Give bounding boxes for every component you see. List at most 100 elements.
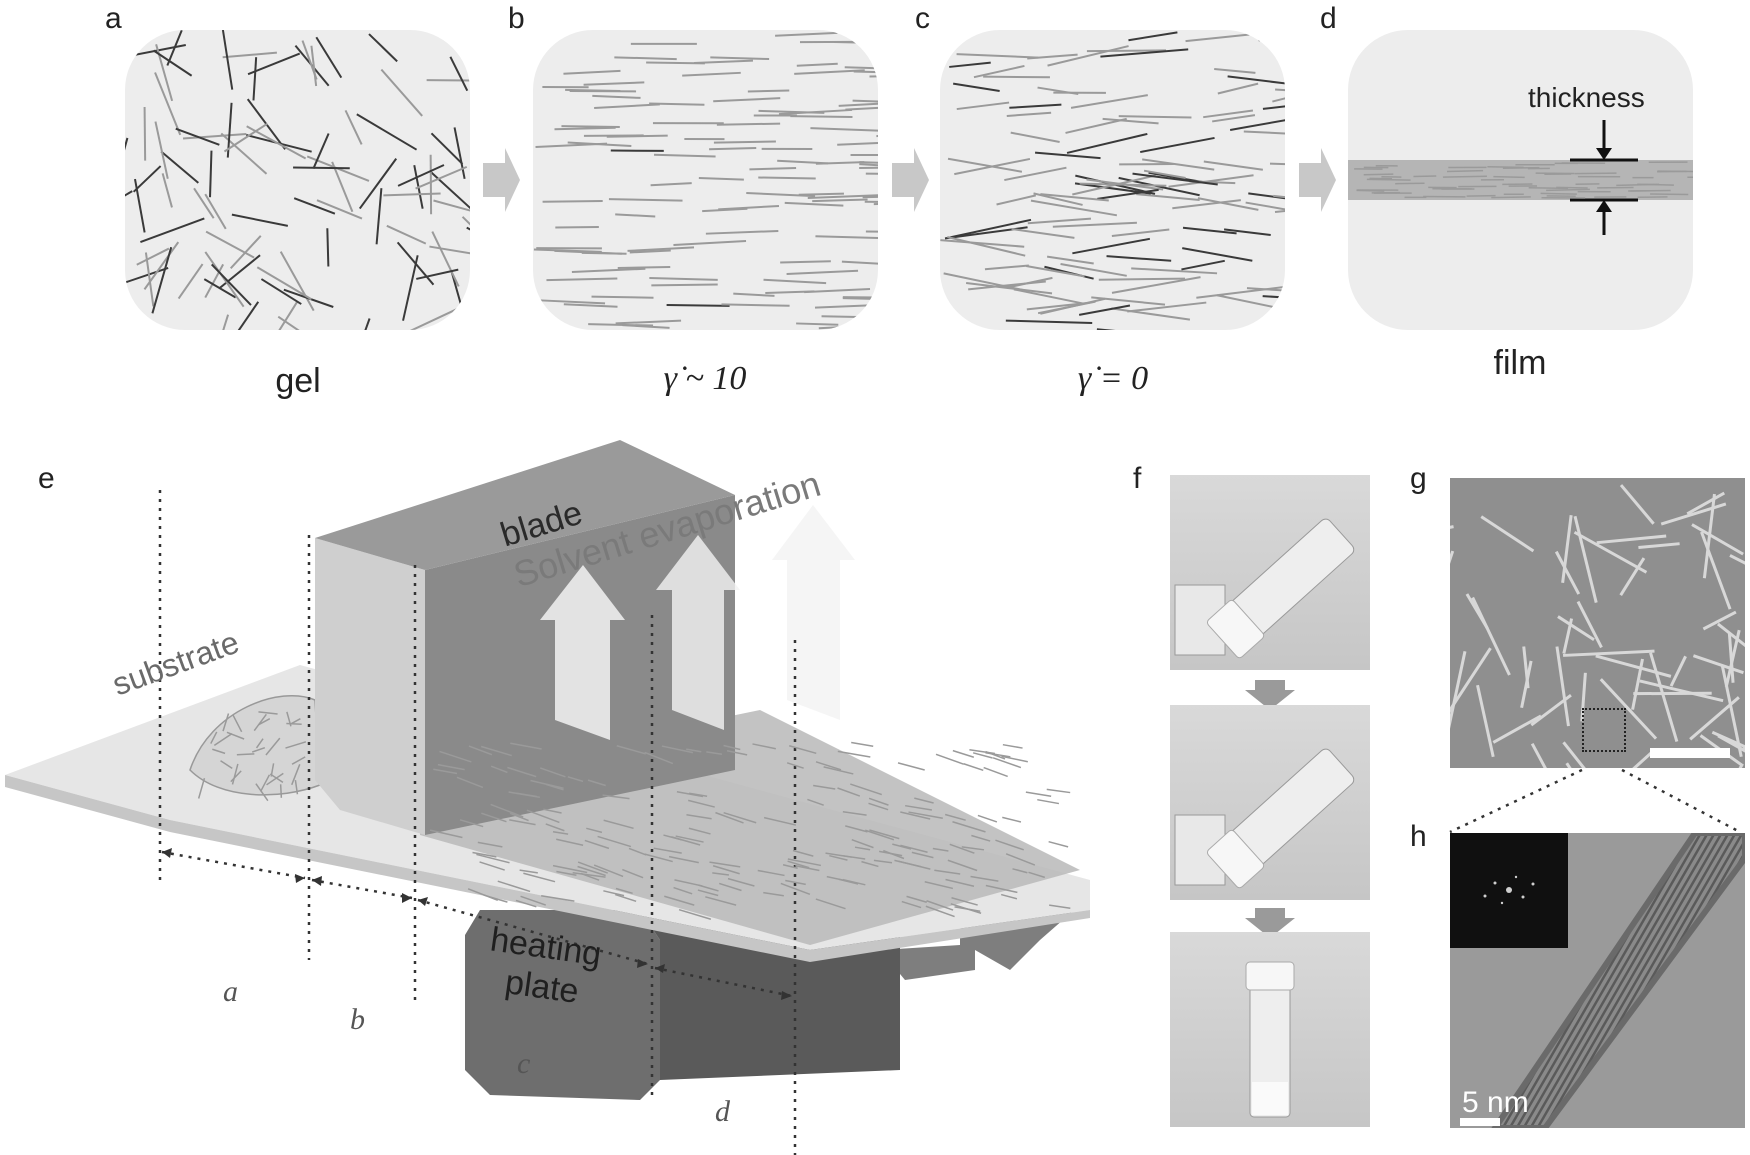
rod [682,71,741,77]
rod [1002,743,1023,749]
rod [1131,267,1218,275]
caption-film: film [1493,344,1547,382]
rod [934,869,961,875]
rod [556,838,584,846]
rod [1540,192,1577,195]
rod [944,813,966,821]
rod [644,853,673,863]
rod [144,252,155,307]
rod [285,741,307,749]
rod [709,861,741,868]
rod [539,767,566,778]
rod [666,304,730,307]
rod [151,246,173,314]
rod [1118,115,1192,119]
region-guides [158,490,797,1155]
rod [1269,162,1285,166]
rod [1717,734,1745,753]
rod [356,113,418,151]
rod [673,240,747,247]
rod [1557,615,1595,641]
rod [429,170,470,210]
rod [906,895,927,903]
rod [1502,166,1540,169]
rod [949,61,991,68]
rod [698,884,719,892]
rod [1128,31,1178,42]
rod [509,819,536,826]
rod [1573,530,1648,574]
rod [726,750,748,756]
rod [510,742,542,750]
rod [661,745,694,754]
rod [864,200,878,203]
rod [383,192,441,197]
rod [723,744,741,751]
rod [763,891,784,897]
rod [1091,296,1166,306]
rod [210,263,252,306]
rod [787,860,810,869]
rod [375,188,383,245]
rod [713,97,781,103]
rod [829,854,848,861]
rod [125,137,129,151]
rod [197,777,206,799]
rod [676,790,704,798]
rod [804,288,871,294]
vial-photo-2 [1170,705,1370,900]
rod [1546,188,1590,192]
vial-photo-1 [1170,475,1370,670]
rod [286,722,302,725]
rod [1727,632,1735,683]
film-layer [1348,120,1693,235]
relaxed-box [940,30,1285,330]
rod [213,732,233,746]
rod [136,247,170,266]
rod [1111,276,1201,294]
rod [992,757,1022,769]
panel-letter-d: d [1320,2,1337,35]
rod [597,835,632,848]
rod [710,56,770,61]
rod [490,765,508,774]
rod [429,829,463,839]
rod [1691,523,1744,556]
arrow-a-to-b [483,148,520,212]
rod [143,107,147,161]
rod [312,133,330,169]
rod [883,849,905,860]
rod [134,178,146,233]
rod [705,896,737,906]
rod [1599,678,1658,740]
rod [476,853,510,864]
rod [709,147,757,151]
rod [154,72,182,136]
rod [1136,193,1200,201]
blade-body-side [315,538,425,835]
rod [467,888,499,901]
rod [344,109,363,145]
rod [1203,160,1263,171]
photo-arrow-1 [1245,680,1295,710]
rod [1037,798,1060,805]
rod [1561,514,1573,583]
rod [1098,277,1186,281]
fft-inset [1450,833,1568,948]
zoom-guides [1449,768,1741,834]
rod [859,161,878,164]
rod [1637,183,1674,186]
rod [733,292,775,297]
rod [1649,652,1679,743]
rod [429,245,470,255]
rod [706,751,723,755]
rod [1006,111,1052,117]
rod [255,738,264,749]
rod [668,855,699,864]
rod [536,299,606,305]
rod [358,158,398,210]
rod [868,31,878,34]
rod [747,89,790,93]
rod [698,176,744,181]
rod [543,808,562,814]
